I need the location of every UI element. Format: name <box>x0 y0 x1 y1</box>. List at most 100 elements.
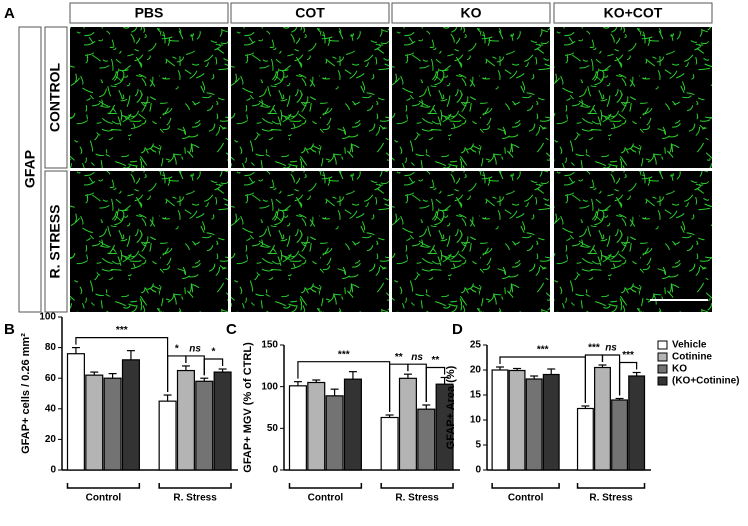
bar <box>525 378 543 471</box>
significance-label: * <box>175 344 179 355</box>
bar <box>307 381 326 471</box>
marker-box <box>18 26 42 313</box>
significance-bracket <box>425 366 446 402</box>
panel-label: D <box>452 321 463 338</box>
bar <box>85 374 104 471</box>
bar <box>195 380 214 471</box>
significance-label: ns <box>605 343 617 354</box>
bar <box>343 378 362 471</box>
micrograph <box>554 171 712 312</box>
category-bracket <box>491 483 560 489</box>
significance-label: *** <box>622 350 634 361</box>
legend-swatch <box>657 340 668 350</box>
column-header-box <box>391 2 551 24</box>
category-label: R. Stress <box>589 493 633 504</box>
micrograph <box>231 171 389 312</box>
bar <box>576 407 594 471</box>
bar <box>121 359 140 471</box>
bar <box>417 408 436 471</box>
y-tick-label: 5 <box>475 440 481 451</box>
category-bracket <box>66 483 141 489</box>
y-axis-label: GFAP+ MGV (% of CTRL) <box>242 342 254 473</box>
bar <box>508 369 526 471</box>
y-tick-label: 60 <box>45 373 57 384</box>
marker-label: GFAP <box>22 150 38 188</box>
significance-bracket <box>618 361 638 396</box>
category-label: R. Stress <box>395 493 439 504</box>
y-tick-label: 10 <box>470 415 482 426</box>
bar <box>380 416 399 471</box>
column-header: COT <box>295 5 325 21</box>
column-header-box <box>230 2 390 24</box>
row-header-box <box>44 170 68 313</box>
legend-swatch <box>657 364 668 374</box>
category-label: Control <box>508 493 544 504</box>
significance-label: ns <box>411 352 423 363</box>
bar <box>176 369 195 471</box>
bar <box>628 375 646 471</box>
bar <box>158 400 177 471</box>
row-header-box <box>44 26 68 169</box>
y-tick-label: 100 <box>261 381 278 392</box>
row-header: R. STRESS <box>47 205 63 279</box>
y-tick-label: 80 <box>45 342 57 353</box>
y-tick-label: 20 <box>470 365 482 376</box>
significance-bracket <box>203 358 224 376</box>
significance-label: * <box>211 347 215 358</box>
significance-label: *** <box>116 325 128 336</box>
micrograph <box>554 27 712 168</box>
micrograph <box>70 171 228 312</box>
bar <box>398 377 417 471</box>
legend-label: Vehicle <box>672 340 707 351</box>
y-tick-label: 0 <box>272 465 278 476</box>
y-tick-label: 100 <box>39 312 56 323</box>
significance-label: *** <box>537 345 549 356</box>
row-header: CONTROL <box>47 62 63 132</box>
bar <box>103 377 122 471</box>
micrograph <box>231 27 389 168</box>
bar <box>288 385 307 471</box>
significance-label: ns <box>189 344 201 355</box>
bar <box>491 369 509 471</box>
column-header-box <box>553 2 713 24</box>
significance-label: *** <box>588 343 600 354</box>
legend-label: Cotinine <box>672 352 712 363</box>
panel-label: A <box>4 5 15 22</box>
y-tick-label: 0 <box>475 465 481 476</box>
bar <box>594 366 611 471</box>
legend-label: (KO+Cotinine) <box>672 376 740 387</box>
column-header: PBS <box>135 5 164 21</box>
y-axis-label: GFAP+ Area (%) <box>445 365 457 449</box>
category-label: R. Stress <box>173 493 217 504</box>
y-tick-label: 20 <box>45 434 57 445</box>
category-bracket <box>380 483 454 489</box>
legend-swatch <box>657 376 668 386</box>
y-tick-label: 25 <box>470 340 482 351</box>
bar <box>611 399 629 471</box>
category-label: Control <box>86 493 122 504</box>
panel-label: C <box>226 321 237 338</box>
y-tick-label: 150 <box>261 340 278 351</box>
bar <box>66 353 85 471</box>
y-tick-label: 50 <box>267 423 279 434</box>
significance-label: ** <box>395 352 403 363</box>
category-bracket <box>158 483 232 489</box>
legend-label: KO <box>672 364 687 375</box>
category-label: Control <box>308 493 344 504</box>
micrograph <box>392 27 550 168</box>
y-axis-label: GFAP+ cells / 0.26 mm² <box>20 333 32 454</box>
bar <box>213 371 232 471</box>
legend-swatch <box>657 352 668 362</box>
y-tick-label: 40 <box>45 403 57 414</box>
micrograph <box>70 27 228 168</box>
column-header-box <box>69 2 229 24</box>
y-tick-label: 0 <box>50 465 56 476</box>
bar <box>542 373 560 471</box>
micrograph <box>392 171 550 312</box>
category-bracket <box>576 483 646 489</box>
panel-label: B <box>4 321 15 338</box>
column-header: KO+COT <box>604 5 663 21</box>
significance-label: *** <box>338 349 350 360</box>
y-tick-label: 15 <box>470 390 482 401</box>
